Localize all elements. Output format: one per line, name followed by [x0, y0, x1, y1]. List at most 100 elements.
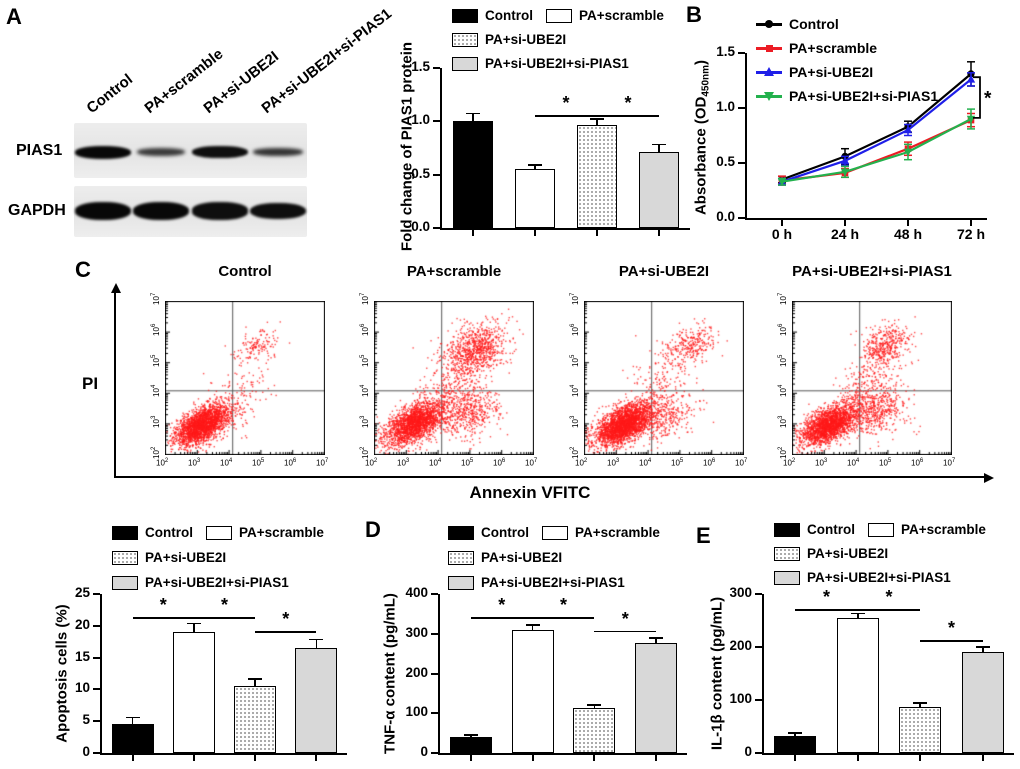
legend-row: PA+si-UBE2I+si-PIAS1	[774, 570, 951, 585]
legend-swatch-gray	[448, 575, 474, 590]
significance-star: *	[282, 608, 290, 629]
legend-swatch-stippled	[112, 550, 138, 565]
flow-x-tick-label: 102	[575, 458, 588, 468]
legend-item-label: PA+si-UBE2I	[807, 546, 889, 561]
flow-x-axis-title-annexin: Annexin VFITC	[469, 483, 591, 502]
blot-band	[133, 202, 189, 220]
error-bar-cap	[788, 732, 803, 735]
significance-line	[594, 630, 657, 633]
error-bar-cap	[652, 143, 666, 146]
significance-star: *	[498, 595, 506, 616]
y-axis-tick	[738, 107, 745, 109]
chart-a-plot-area: 0.0 0.5 1.0 1.5 * *	[411, 59, 690, 236]
x-axis-tick	[907, 220, 909, 226]
significance-star: *	[947, 618, 955, 639]
bar-stippled	[577, 124, 617, 228]
significance-line	[532, 617, 595, 619]
chart-e-plot-area: 0 100 200 300 * * *	[729, 585, 1014, 761]
legend-item-label: PA+si-UBE2I	[481, 550, 563, 565]
y-axis-tick-label: 0.0	[716, 209, 735, 224]
legend-item-label: PA+scramble	[239, 525, 324, 540]
error-bar-line	[919, 702, 922, 707]
significance-line	[132, 616, 194, 619]
bar-stippled	[573, 708, 616, 753]
flow-cytometry-panel: C PI Annexin VFITC Control 102 102 103 103 10…	[0, 252, 1020, 504]
x-axis-tick	[315, 755, 318, 761]
square-marker-icon	[765, 44, 773, 52]
flow-y-tick-label: 102	[570, 446, 580, 459]
y-axis-tick	[755, 646, 762, 648]
error-bar-cap	[649, 637, 664, 639]
legend-marker-square	[756, 43, 782, 53]
flow-x-tick-label: 103	[188, 458, 201, 468]
y-axis-tick	[93, 624, 100, 627]
flow-x-tick-label: 107	[943, 458, 956, 468]
y-axis-tick-label: 0	[744, 744, 752, 759]
legend-item-label: PA+si-UBE2I	[485, 32, 567, 47]
flow-y-tick-label: 103	[151, 415, 161, 429]
legend-row: PA+si-UBE2I	[452, 32, 566, 47]
error-bar-cap	[913, 702, 928, 704]
x-axis-tick-label: 24 h	[830, 226, 859, 242]
error-bar-cap	[186, 622, 201, 625]
legend-item-label: PA+si-UBE2I+si-PIAS1	[485, 56, 629, 71]
flow-y-axis-title-pi: PI	[82, 374, 99, 393]
legend-swatch-black	[112, 525, 138, 540]
significance-line	[193, 616, 256, 619]
significance-star: *	[562, 92, 570, 113]
flow-x-tick-label: 104	[847, 458, 860, 468]
triangle-up-marker-icon	[764, 67, 774, 76]
bar-stippled	[234, 685, 277, 753]
blot-band	[253, 148, 303, 156]
flow-y-tick-label: 102	[778, 446, 788, 459]
flow-plot-title: PA+si-UBE2I	[618, 263, 710, 280]
error-bar-line	[534, 164, 536, 170]
flow-x-tick-label: 104	[639, 458, 652, 468]
error-bar-cap	[850, 612, 865, 615]
y-axis-tick	[755, 699, 762, 701]
x-axis-tick	[844, 220, 846, 226]
legend-row: PA+si-UBE2I+si-PIAS1	[452, 56, 629, 71]
error-bar-line	[472, 112, 474, 122]
bar-gray	[639, 152, 679, 228]
legend-row: PA+si-UBE2I+si-PIAS1	[112, 575, 289, 590]
y-axis-tick-label: 0	[82, 744, 90, 759]
legend-item-label: Control	[481, 525, 529, 540]
significance-star: *	[159, 594, 167, 615]
pi-axis-arrow-head-icon	[110, 283, 121, 293]
y-axis-tick	[93, 752, 100, 754]
error-bar-cap	[975, 646, 990, 649]
significance-line	[470, 617, 533, 619]
legend-item-label: PA+si-UBE2I+si-PIAS1	[807, 570, 951, 585]
triangle-up-marker-icon	[966, 75, 976, 83]
panel-d-label: D	[365, 517, 381, 542]
x-axis-tick	[192, 755, 195, 761]
x-axis-tick	[534, 230, 536, 236]
y-axis-tick	[93, 720, 100, 723]
flow-x-tick-label: 104	[429, 458, 442, 468]
legend-swatch-stippled	[774, 546, 800, 561]
x-axis-tick	[254, 755, 257, 761]
chart-e-y-axis-title: IL-1β content (pg/mL)	[708, 596, 726, 751]
y-axis-tick-label: 10	[74, 680, 90, 696]
legend-item-label: PA+scramble	[575, 525, 660, 540]
error-bar-line	[655, 637, 657, 643]
x-axis-tick	[655, 755, 658, 761]
y-axis-tick-label: 200	[405, 664, 428, 680]
flow-x-tick-label: 107	[525, 458, 538, 468]
legend-swatch-black	[452, 8, 478, 23]
legend-marker-circle	[756, 19, 782, 29]
legend-swatch-stippled	[452, 32, 478, 47]
flow-y-tick-label: 105	[151, 354, 161, 367]
x-axis-tick	[856, 755, 859, 761]
bar-white	[511, 629, 554, 753]
legend-swatch-white	[868, 522, 894, 537]
flow-plot-Control: Control 102 102 103 103 104 104 105 105 106 106 107…	[151, 263, 328, 475]
flow-y-tick-label: 107	[570, 292, 580, 305]
flow-x-tick-label: 103	[815, 458, 828, 468]
flow-y-tick-label: 103	[360, 415, 370, 429]
chart-b-y-axis-title: Absorbance (OD450nm)	[693, 38, 712, 238]
error-bar-cap	[590, 118, 604, 120]
flow-x-tick-label: 103	[397, 458, 410, 468]
y-axis-tick	[738, 217, 745, 219]
